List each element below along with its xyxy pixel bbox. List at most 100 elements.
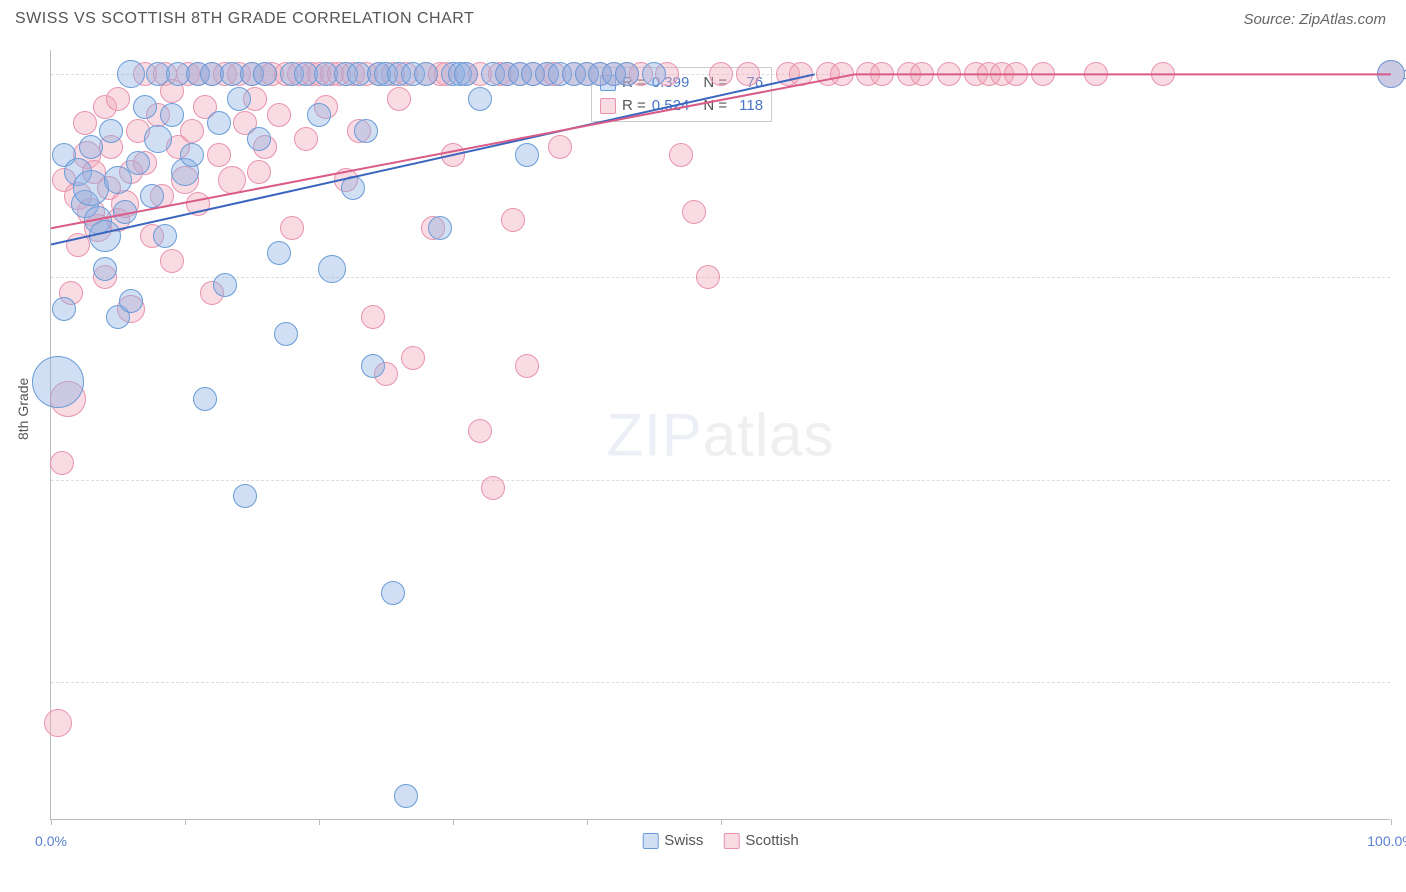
chart-area: ZIPatlas R =0.399N =76R =0.524N =118 Swi… xyxy=(50,50,1390,820)
point-swiss xyxy=(394,784,418,808)
xtick xyxy=(587,819,588,825)
point-scottish xyxy=(870,62,894,86)
point-swiss xyxy=(144,125,172,153)
point-scottish xyxy=(106,87,130,111)
point-scottish xyxy=(789,62,813,86)
point-scottish xyxy=(267,103,291,127)
xtick xyxy=(185,819,186,825)
legend-swatch-scottish xyxy=(723,833,739,849)
stats-n-label: N = xyxy=(703,95,727,118)
point-swiss xyxy=(213,273,237,297)
point-scottish xyxy=(1151,62,1175,86)
point-scottish xyxy=(669,143,693,167)
point-scottish xyxy=(515,354,539,378)
legend: Swiss Scottish xyxy=(642,832,799,849)
point-swiss xyxy=(99,119,123,143)
xtick-label: 100.0% xyxy=(1367,833,1406,849)
point-swiss xyxy=(468,87,492,111)
stats-r-value: 0.524 xyxy=(652,95,690,118)
point-swiss xyxy=(133,95,157,119)
xtick xyxy=(51,819,52,825)
point-swiss xyxy=(307,103,331,127)
point-scottish xyxy=(294,127,318,151)
point-scottish xyxy=(830,62,854,86)
stats-row-scottish: R = 0.524 N = 118 xyxy=(600,95,763,118)
point-scottish xyxy=(160,249,184,273)
point-scottish xyxy=(468,419,492,443)
stats-swatch-scottish xyxy=(600,98,616,114)
xtick-label: 0.0% xyxy=(35,833,67,849)
point-swiss xyxy=(180,143,204,167)
point-swiss xyxy=(318,255,346,283)
legend-item-scottish: Scottish xyxy=(723,832,798,849)
point-swiss xyxy=(32,356,84,408)
point-swiss xyxy=(119,289,143,313)
point-scottish xyxy=(44,709,72,737)
watermark: ZIPatlas xyxy=(606,400,834,469)
legend-swatch-swiss xyxy=(642,833,658,849)
point-swiss xyxy=(267,241,291,265)
legend-item-swiss: Swiss xyxy=(642,832,703,849)
point-scottish xyxy=(361,305,385,329)
point-scottish xyxy=(481,476,505,500)
y-axis-label: 8th Grade xyxy=(15,378,31,440)
point-scottish xyxy=(73,111,97,135)
point-swiss xyxy=(274,322,298,346)
point-swiss xyxy=(193,387,217,411)
source-label: Source: ZipAtlas.com xyxy=(1243,11,1386,28)
point-swiss xyxy=(89,220,121,252)
stats-n-value: 118 xyxy=(733,95,763,118)
point-scottish xyxy=(501,208,525,232)
stats-r-label: R = xyxy=(622,95,646,118)
xtick xyxy=(453,819,454,825)
xtick xyxy=(1391,819,1392,825)
point-swiss xyxy=(381,581,405,605)
chart-title: SWISS VS SCOTTISH 8TH GRADE CORRELATION … xyxy=(15,10,474,28)
point-scottish xyxy=(696,265,720,289)
point-scottish xyxy=(441,143,465,167)
xtick xyxy=(319,819,320,825)
point-swiss xyxy=(233,484,257,508)
point-swiss xyxy=(341,176,365,200)
point-swiss xyxy=(93,257,117,281)
point-swiss xyxy=(642,62,666,86)
point-scottish xyxy=(548,135,572,159)
point-swiss xyxy=(126,151,150,175)
gridline xyxy=(51,682,1390,683)
point-swiss xyxy=(428,216,452,240)
point-scottish xyxy=(910,62,934,86)
point-scottish xyxy=(218,166,246,194)
point-swiss xyxy=(414,62,438,86)
point-scottish xyxy=(709,62,733,86)
point-scottish xyxy=(186,192,210,216)
point-swiss xyxy=(207,111,231,135)
point-swiss xyxy=(354,119,378,143)
point-swiss xyxy=(140,184,164,208)
point-scottish xyxy=(207,143,231,167)
point-swiss xyxy=(113,200,137,224)
point-scottish xyxy=(1084,62,1108,86)
legend-label: Scottish xyxy=(745,832,798,849)
point-swiss xyxy=(117,60,145,88)
point-swiss xyxy=(153,224,177,248)
point-scottish xyxy=(401,346,425,370)
point-scottish xyxy=(247,160,271,184)
point-scottish xyxy=(180,119,204,143)
point-scottish xyxy=(736,62,760,86)
point-swiss xyxy=(52,297,76,321)
point-scottish xyxy=(280,216,304,240)
point-swiss xyxy=(253,62,277,86)
gridline xyxy=(51,277,1390,278)
point-swiss xyxy=(515,143,539,167)
point-scottish xyxy=(50,451,74,475)
point-scottish xyxy=(1004,62,1028,86)
point-swiss xyxy=(454,62,478,86)
point-scottish xyxy=(682,200,706,224)
point-scottish xyxy=(1031,62,1055,86)
point-swiss xyxy=(1377,60,1405,88)
point-swiss xyxy=(247,127,271,151)
point-swiss xyxy=(79,135,103,159)
point-swiss xyxy=(361,354,385,378)
gridline xyxy=(51,480,1390,481)
point-scottish xyxy=(387,87,411,111)
